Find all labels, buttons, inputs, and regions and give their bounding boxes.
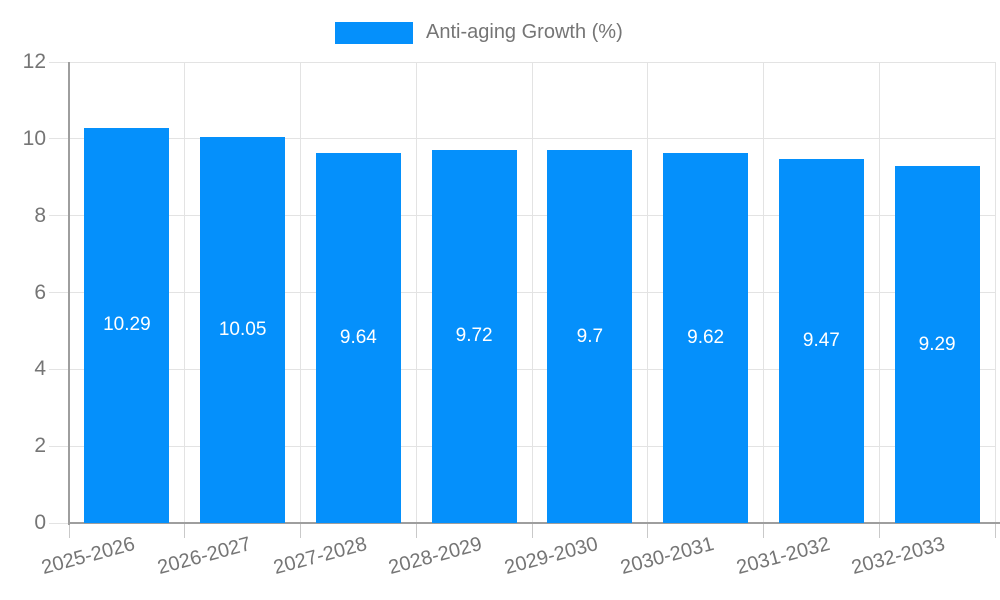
x-axis-category-label: 2032-2033 xyxy=(849,533,948,580)
y-axis-tick xyxy=(49,522,69,524)
y-axis-tick-label: 0 xyxy=(34,511,46,534)
y-axis-tick xyxy=(49,445,69,447)
x-axis-category-label: 2031-2032 xyxy=(733,533,833,580)
x-axis-tick xyxy=(300,523,301,538)
y-axis-tick-label: 8 xyxy=(34,203,46,227)
x-axis-category-label: 2025-2026 xyxy=(39,533,138,580)
x-axis-category-label: 2027-2028 xyxy=(270,533,370,580)
bar-2029-2030[interactable] xyxy=(547,150,633,523)
x-axis-tick xyxy=(647,523,649,538)
x-axis-tick xyxy=(68,523,70,538)
x-gridline xyxy=(647,62,649,523)
x-gridline xyxy=(531,62,533,523)
bar-value-label: 9.62 xyxy=(687,327,725,349)
y-axis-tick xyxy=(49,138,69,140)
bar-value-label: 9.72 xyxy=(455,325,493,347)
bar-2032-2033[interactable] xyxy=(894,166,980,523)
x-gridline xyxy=(300,62,301,523)
bar-2030-2031[interactable] xyxy=(663,153,749,523)
bar-value-label: 10.29 xyxy=(103,314,151,336)
x-axis-tick xyxy=(763,523,764,538)
y-axis-tick-label: 12 xyxy=(22,50,46,73)
y-axis-tick xyxy=(49,61,69,63)
y-axis-tick xyxy=(49,215,69,217)
bar-value-label: 9.47 xyxy=(802,330,840,352)
x-axis-category-label: 2030-2031 xyxy=(618,533,717,580)
legend-item[interactable]: Anti-aging Growth (%) xyxy=(335,21,623,44)
x-axis-tick xyxy=(184,523,186,538)
y-axis-tick-label: 10 xyxy=(22,126,46,150)
y-axis-tick-label: 6 xyxy=(34,280,46,304)
x-gridline xyxy=(415,62,417,523)
bar-2028-2029[interactable] xyxy=(431,149,517,523)
bar-2025-2026[interactable] xyxy=(84,127,170,523)
x-axis-line xyxy=(69,522,1000,524)
bar-2031-2032[interactable] xyxy=(778,159,864,523)
x-axis-tick xyxy=(415,523,417,538)
bar-value-label: 10.05 xyxy=(218,318,267,340)
bar-2026-2027[interactable] xyxy=(200,136,286,523)
y-axis-line xyxy=(68,62,70,525)
y-axis-tick-label: 2 xyxy=(34,434,46,458)
bar-value-label: 9.64 xyxy=(339,326,377,348)
x-axis-category-label: 2028-2029 xyxy=(386,533,485,580)
x-axis-tick xyxy=(531,523,533,538)
legend-label: Anti-aging Growth (%) xyxy=(426,21,623,43)
bar-value-label: 9.29 xyxy=(918,333,956,355)
x-axis-category-label: 2026-2027 xyxy=(155,533,254,580)
x-gridline xyxy=(184,62,186,523)
y-axis-tick-label: 4 xyxy=(34,357,46,381)
y-axis-tick xyxy=(49,368,69,370)
x-gridline xyxy=(994,62,996,523)
bar-2027-2028[interactable] xyxy=(315,152,401,523)
x-gridline xyxy=(763,62,764,523)
legend-swatch xyxy=(335,21,413,44)
y-axis-tick xyxy=(49,292,69,293)
x-gridline xyxy=(878,62,880,523)
x-axis-category-label: 2029-2030 xyxy=(502,533,601,580)
x-axis-tick xyxy=(994,523,996,538)
x-axis-tick xyxy=(878,523,880,538)
bar-value-label: 9.7 xyxy=(576,325,604,347)
